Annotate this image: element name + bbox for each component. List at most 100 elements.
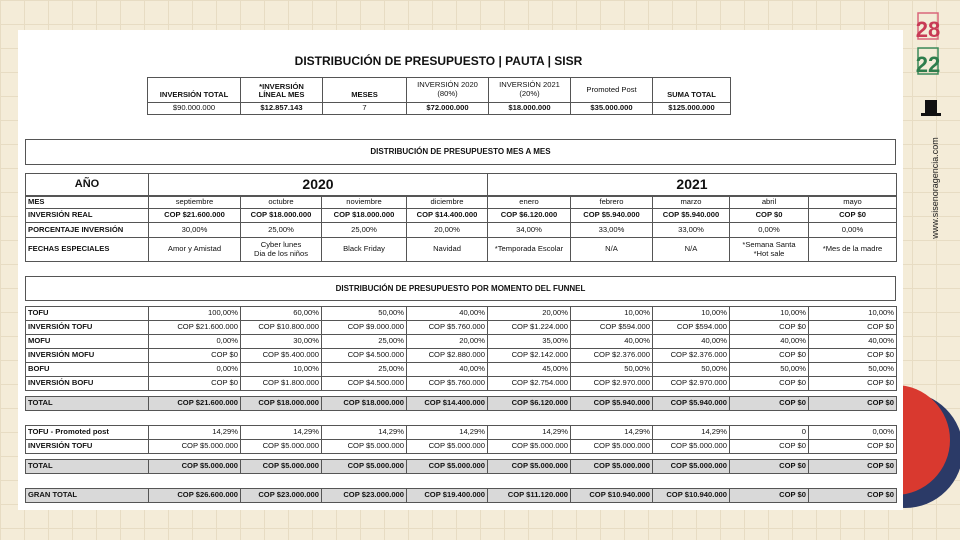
row-label: INVERSIÓN MOFU — [25, 348, 149, 363]
cell: 0,00% — [148, 362, 241, 377]
cell: COP $6.120.000 — [487, 396, 571, 411]
cell: COP $5.940.000 — [570, 208, 653, 223]
cell: COP $5.000.000 — [321, 439, 407, 454]
section-title: DISTRIBUCIÓN DE PRESUPUESTO POR MOMENTO … — [25, 276, 896, 301]
cell: COP $9.000.000 — [321, 320, 407, 335]
cell: COP $0 — [808, 376, 897, 391]
cell: 35,00% — [487, 334, 571, 349]
cell: 0,00% — [808, 222, 897, 238]
year: 2020 — [148, 173, 488, 196]
summary-header: INVERSIÓN 2021 (20%) — [488, 77, 571, 103]
summary-header: MESES — [322, 77, 407, 103]
cell: COP $5.000.000 — [148, 459, 241, 474]
cell: 40,00% — [808, 334, 897, 349]
cell: COP $19.400.000 — [406, 488, 488, 503]
cell: *Temporada Escolar — [487, 237, 571, 262]
row-label: PORCENTAJE INVERSIÓN — [25, 222, 149, 238]
url: www.sisenoragencia.com — [930, 137, 940, 240]
row-label: MOFU — [25, 334, 149, 349]
summary-value: $18.000.000 — [488, 102, 571, 115]
summary-value: $90.000.000 — [147, 102, 241, 115]
cell: 20,00% — [406, 222, 488, 238]
cell: 33,00% — [652, 222, 730, 238]
cell: COP $594.000 — [570, 320, 653, 335]
cell: COP $23.000.000 — [240, 488, 322, 503]
cell: COP $14.400.000 — [406, 208, 488, 223]
cell: COP $0 — [729, 439, 809, 454]
cell: COP $0 — [808, 348, 897, 363]
cell: COP $10.940.000 — [570, 488, 653, 503]
cell: COP $18.000.000 — [240, 396, 322, 411]
cell: COP $21.600.000 — [148, 396, 241, 411]
summary-value: $72.000.000 — [406, 102, 489, 115]
cell: Cyber lunes Dia de los niños — [240, 237, 322, 262]
cell: COP $1.800.000 — [240, 376, 322, 391]
cell: COP $5.000.000 — [487, 439, 571, 454]
cell: 45,00% — [487, 362, 571, 377]
hat-icon — [925, 100, 937, 114]
cell: *Mes de la madre — [808, 237, 897, 262]
cell: COP $5.760.000 — [406, 376, 488, 391]
cell: COP $2.376.000 — [652, 348, 730, 363]
cell: COP $23.000.000 — [321, 488, 407, 503]
cell: COP $5.000.000 — [148, 439, 241, 454]
cell: COP $0 — [729, 396, 809, 411]
cell: 100,00% — [148, 306, 241, 321]
row-label: TOFU - Promoted post — [25, 425, 149, 440]
cell: COP $4.500.000 — [321, 376, 407, 391]
summary-header: INVERSIÓN TOTAL — [147, 77, 241, 103]
cell: COP $0 — [808, 488, 897, 503]
cell: COP $5.000.000 — [570, 459, 653, 474]
summary-value: $12.857.143 — [240, 102, 323, 115]
cell: COP $0 — [808, 320, 897, 335]
cell: 25,00% — [321, 334, 407, 349]
cell: 10,00% — [570, 306, 653, 321]
cell: COP $2.970.000 — [570, 376, 653, 391]
cell: 0,00% — [148, 334, 241, 349]
cell: 30,00% — [148, 222, 241, 238]
cell: COP $5.000.000 — [652, 459, 730, 474]
cell: COP $5.000.000 — [406, 439, 488, 454]
cell: N/A — [570, 237, 653, 262]
cell: 10,00% — [729, 306, 809, 321]
cell: COP $1.224.000 — [487, 320, 571, 335]
section-title: DISTRIBUCIÓN DE PRESUPUESTO MES A MES — [25, 139, 896, 165]
cell: 0,00% — [808, 425, 897, 440]
cell: COP $5.000.000 — [652, 439, 730, 454]
cell: 14,29% — [406, 425, 488, 440]
cell: COP $0 — [729, 320, 809, 335]
row-label: FECHAS ESPECIALES — [25, 237, 149, 262]
cell: 60,00% — [240, 306, 322, 321]
row-label: INVERSIÓN TOFU — [25, 439, 149, 454]
cell: COP $6.120.000 — [487, 208, 571, 223]
cell: COP $0 — [808, 459, 897, 474]
cell: 0,00% — [729, 222, 809, 238]
cell: COP $2.142.000 — [487, 348, 571, 363]
cell: 50,00% — [652, 362, 730, 377]
sheet: DISTRIBUCIÓN DE PRESUPUESTO | PAUTA | SI… — [18, 30, 903, 510]
cell: COP $11.120.000 — [487, 488, 571, 503]
cell: COP $0 — [729, 459, 809, 474]
cell: 33,00% — [570, 222, 653, 238]
cell: 14,29% — [487, 425, 571, 440]
cell: COP $0 — [148, 376, 241, 391]
summary-header: Promoted Post — [570, 77, 653, 103]
cell: COP $5.940.000 — [652, 208, 730, 223]
cell: COP $0 — [148, 348, 241, 363]
cell: COP $21.600.000 — [148, 208, 241, 223]
cell: COP $14.400.000 — [406, 396, 488, 411]
cell: 10,00% — [652, 306, 730, 321]
cell: Navidad — [406, 237, 488, 262]
logo-bottom: 22 — [916, 52, 940, 77]
cell: COP $2.376.000 — [570, 348, 653, 363]
year: 2021 — [487, 173, 897, 196]
cell: COP $2.754.000 — [487, 376, 571, 391]
cell: 30,00% — [240, 334, 322, 349]
cell: COP $2.880.000 — [406, 348, 488, 363]
cell: COP $2.970.000 — [652, 376, 730, 391]
cell: 14,29% — [148, 425, 241, 440]
cell: 14,29% — [570, 425, 653, 440]
cell: COP $0 — [729, 348, 809, 363]
cell: COP $0 — [729, 208, 809, 223]
